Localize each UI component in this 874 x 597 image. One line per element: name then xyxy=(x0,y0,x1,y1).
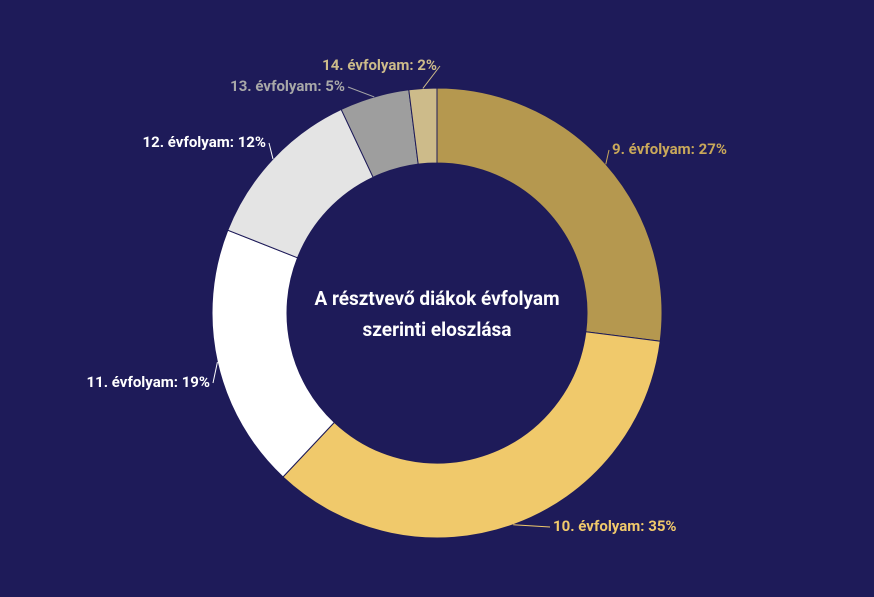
data-label: 14. évfolyam: 2% xyxy=(322,56,437,74)
leader-line xyxy=(513,524,551,528)
chart-title: A résztvevő diákok évfolyam szerinti elo… xyxy=(314,287,560,341)
slice xyxy=(408,87,438,165)
leader-line xyxy=(347,86,375,98)
data-label: 9. évfolyam: 27% xyxy=(612,140,727,158)
slice xyxy=(211,229,336,478)
leader-line xyxy=(212,361,218,384)
slice xyxy=(436,87,663,342)
data-label: 12. évfolyam: 12% xyxy=(142,133,266,151)
leader-line xyxy=(422,65,441,89)
data-label: 10. évfolyam: 35% xyxy=(553,517,677,535)
data-label: 13. évfolyam: 5% xyxy=(230,77,345,95)
data-label: 11. évfolyam: 19% xyxy=(86,373,210,391)
leader-line xyxy=(605,149,610,165)
leader-line xyxy=(268,142,274,160)
slice xyxy=(282,331,661,539)
